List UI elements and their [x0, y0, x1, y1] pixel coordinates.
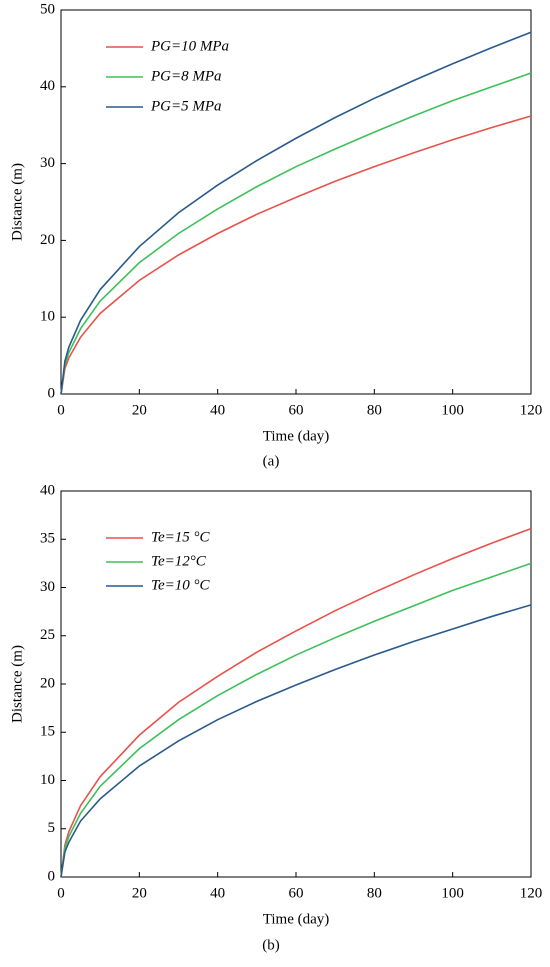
- legend-label: PG=10 MPa: [150, 38, 229, 54]
- series-line: [60, 72, 532, 395]
- x-tick-label: 100: [441, 885, 464, 901]
- x-tick-label: 0: [57, 885, 65, 901]
- series-line: [60, 604, 532, 878]
- y-tick-label: 15: [40, 724, 55, 740]
- plot-frame: [60, 490, 532, 878]
- x-axis-label: Time (day): [263, 428, 330, 444]
- series-line: [60, 562, 532, 878]
- y-tick-label: 10: [40, 309, 55, 325]
- y-tick-label: 5: [48, 820, 56, 836]
- y-tick-label: 40: [40, 482, 55, 498]
- series-line: [60, 115, 532, 395]
- x-tick-label: 20: [132, 402, 147, 418]
- y-tick-label: 35: [40, 531, 55, 547]
- x-tick-label: 120: [520, 402, 543, 418]
- legend-label: PG=5 MPa: [150, 98, 222, 114]
- legend-label: Te=12°C: [151, 553, 207, 569]
- x-tick-label: 80: [367, 402, 382, 418]
- y-tick-label: 25: [40, 627, 55, 643]
- x-tick-label: 20: [132, 885, 147, 901]
- x-tick-label: 80: [367, 885, 382, 901]
- x-tick-label: 40: [210, 402, 225, 418]
- y-axis-label: Distance (m): [9, 645, 25, 723]
- y-tick-label: 10: [40, 772, 55, 788]
- series-line: [60, 31, 532, 395]
- x-tick-label: 40: [210, 885, 225, 901]
- x-tick-label: 0: [57, 402, 65, 418]
- x-tick-label: 120: [520, 885, 543, 901]
- plot-frame: [60, 9, 532, 395]
- x-tick-label: 60: [289, 885, 304, 901]
- y-tick-label: 30: [40, 579, 55, 595]
- y-tick-label: 30: [40, 155, 55, 171]
- legend-label: Te=15 °C: [151, 529, 210, 545]
- y-tick-label: 20: [40, 232, 55, 248]
- legend-label: PG=8 MPa: [150, 68, 222, 84]
- y-tick-label: 40: [40, 78, 55, 94]
- legend-label: Te=10 °C: [151, 577, 210, 593]
- caption: (b): [262, 937, 280, 953]
- y-tick-label: 50: [40, 1, 55, 17]
- x-axis-label: Time (day): [263, 911, 330, 927]
- x-tick-label: 100: [441, 402, 464, 418]
- y-axis-label: Distance (m): [9, 163, 25, 241]
- y-tick-label: 0: [48, 868, 56, 884]
- x-tick-label: 60: [289, 402, 304, 418]
- series-line: [60, 527, 532, 878]
- caption: (a): [263, 453, 280, 469]
- y-tick-label: 20: [40, 675, 55, 691]
- y-tick-label: 0: [48, 385, 56, 401]
